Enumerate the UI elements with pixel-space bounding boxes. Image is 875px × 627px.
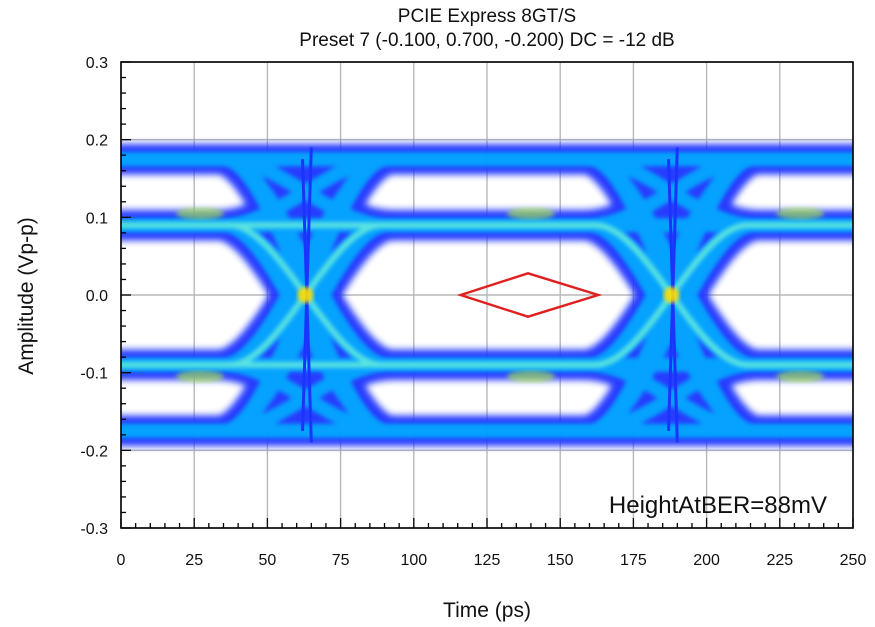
eye-density-peak: [776, 370, 825, 383]
x-tick-label: 125: [474, 552, 501, 569]
y-tick-labels: -0.3 -0.2 -0.1 0.0 0.1 0.2 0.3: [80, 55, 108, 538]
y-axis-label: Amplitude (Vp-p): [15, 217, 38, 375]
y-tick-label: 0.3: [86, 55, 108, 72]
eye-traces: [121, 144, 853, 446]
x-tick-label: 150: [547, 552, 574, 569]
x-tick-label: 50: [259, 552, 277, 569]
chart-subtitle: Preset 7 (-0.100, 0.700, -0.200) DC = -1…: [299, 30, 674, 51]
eye-density-peak: [176, 370, 225, 383]
x-tick-label: 25: [185, 552, 203, 569]
x-axis-label: Time (ps): [443, 599, 531, 622]
eye-trace-high: [121, 222, 853, 368]
eye-density-peak: [506, 207, 555, 220]
eye-crossing-hotspot: [663, 287, 680, 303]
x-tick-label: 200: [693, 552, 720, 569]
eye-mask-diamond: [456, 272, 603, 318]
annotation-height-at-ber: HeightAtBER=88mV: [609, 492, 827, 519]
y-tick-label: -0.2: [80, 443, 108, 460]
y-tick-label: 0.2: [86, 133, 108, 150]
eye-trace-high: [121, 222, 853, 368]
x-tick-label: 75: [332, 552, 350, 569]
eye-mask: [456, 272, 603, 318]
y-tick-label: -0.3: [80, 521, 108, 538]
x-tick-label: 250: [840, 552, 867, 569]
x-tick-label: 175: [620, 552, 647, 569]
x-tick-label: 225: [766, 552, 793, 569]
eye-density-peak: [506, 370, 555, 383]
chart-title: PCIE Express 8GT/S: [398, 6, 576, 27]
eye-crossing-hotspot: [297, 287, 314, 303]
y-tick-label: 0.1: [86, 210, 108, 227]
eye-high-band: [121, 222, 853, 368]
x-tick-label: 0: [117, 552, 126, 569]
y-tick-label: -0.1: [80, 366, 108, 383]
axis-ticks: [120, 61, 854, 529]
eye-density-peak: [776, 207, 825, 220]
x-tick-labels: 0 25 50 75 100 125 150 175 200 225 250: [117, 552, 867, 569]
eye-density-peak: [176, 207, 225, 220]
y-tick-label: 0.0: [86, 288, 108, 305]
x-tick-label: 100: [400, 552, 427, 569]
